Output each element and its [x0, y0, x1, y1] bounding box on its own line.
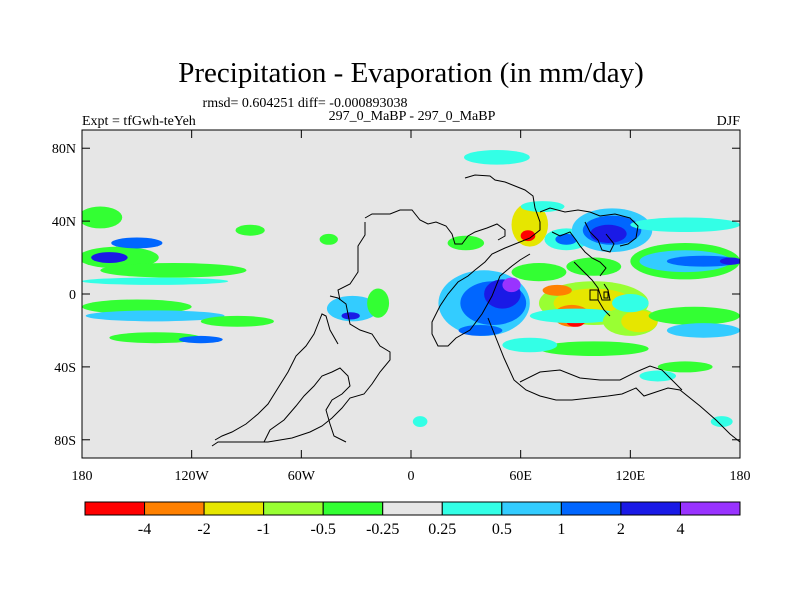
x-tick-label-1: 120W: [175, 469, 210, 484]
colorbar-label-4: -0.25: [366, 521, 399, 538]
x-tick-label-5: 120E: [616, 469, 646, 484]
field-blob-53: [710, 416, 733, 428]
field-blob-46: [612, 294, 649, 313]
field-blob-6: [82, 299, 192, 315]
coastline-inner: [263, 367, 351, 443]
x-tick-label-0: 180: [72, 469, 93, 484]
field-blob-50: [502, 337, 558, 353]
field-blob-23: [511, 202, 549, 247]
stats-label: rmsd= 0.604251 diff= -0.000893038: [203, 96, 408, 111]
coastline-island-c: [603, 291, 609, 299]
colorbar-label-8: 2: [617, 521, 625, 538]
colorbar-label-2: -1: [257, 521, 270, 538]
coastline-madagascar: [519, 365, 683, 391]
field-blob-3: [111, 237, 163, 249]
y-tick-label-3: 40S: [54, 361, 76, 376]
colorbar-label-7: 1: [557, 521, 565, 538]
field-blob-27: [555, 233, 578, 245]
coastline-south-america: [211, 295, 391, 447]
coastline-east-africa: [487, 317, 740, 443]
field-blob-22: [464, 150, 530, 165]
field-blob-15: [319, 233, 338, 245]
y-tick-label-0: 80N: [52, 142, 76, 157]
colorbar-swatch-1: [144, 501, 205, 516]
colorbar-label-5: 0.25: [428, 521, 456, 538]
y-tick-label-4: 80S: [54, 434, 76, 449]
coastline-americas-east: [364, 209, 506, 245]
field-blob-30: [590, 224, 627, 243]
x-tick-label-2: 60W: [288, 469, 316, 484]
field-blob-14: [235, 224, 265, 236]
field-blob-37: [630, 217, 740, 233]
x-axis: 180 120W 60W 0 60E 120E 180: [72, 130, 751, 484]
colorbar-swatch-5: [382, 501, 443, 516]
field-blob-21: [447, 235, 485, 251]
colorbar-swatch-10: [679, 501, 741, 516]
colorbar: -4 -2 -1 -0.5 -0.25 0.25 0.5 1 2 4: [84, 501, 741, 538]
field-blob-35: [666, 255, 740, 267]
field-blob-0: [82, 206, 123, 229]
field-blob-40: [542, 284, 572, 296]
colorbar-swatch-2: [203, 501, 265, 516]
field-blob-13: [367, 288, 390, 318]
field-blob-19: [502, 277, 521, 293]
comparison-label: 297_0_MaBP - 297_0_MaBP: [329, 109, 496, 124]
field-blob-32: [566, 257, 622, 276]
field-blob-52: [657, 361, 713, 373]
field-blob-10: [200, 315, 274, 327]
field-blob-8: [109, 332, 201, 344]
coastline-africa: [214, 313, 339, 441]
field-blob-7: [85, 310, 225, 322]
season-label: DJF: [717, 114, 741, 129]
colorbar-swatch-0: [84, 501, 146, 516]
colorbar-swatch-3: [263, 501, 324, 516]
field-blob-24: [520, 230, 536, 242]
field-blob-48: [666, 323, 740, 338]
field-blob-47: [648, 306, 740, 325]
field-blob-36: [719, 257, 740, 265]
field-blob-4: [100, 263, 247, 278]
colorbar-swatch-4: [322, 501, 384, 516]
coastline-americas: [431, 174, 541, 347]
x-tick-label-4: 60E: [509, 469, 532, 484]
y-axis: 80N 40N 0 40S 80S: [52, 142, 740, 449]
field-blob-2: [91, 252, 128, 264]
field-blob-20: [458, 324, 503, 336]
coastline-asia: [539, 207, 639, 247]
coastline-europe: [337, 222, 366, 301]
chart-title: Precipitation - Evaporation (in mm/day): [178, 57, 644, 89]
colorbar-label-1: -2: [197, 521, 210, 538]
colorbar-label-0: -4: [138, 521, 151, 538]
colorbar-swatch-9: [620, 501, 681, 516]
y-tick-label-1: 40N: [52, 215, 76, 230]
field-blob-51: [639, 370, 677, 382]
experiment-label: Expt = tfGwh-teYeh: [82, 114, 196, 129]
coastline-island-a: [584, 221, 615, 253]
coastline-australia: [597, 299, 611, 317]
coastlines: [211, 174, 740, 447]
x-tick-label-6: 180: [730, 469, 751, 484]
field-blob-43: [529, 308, 622, 324]
coastline-island-b: [589, 289, 599, 301]
colorbar-swatch-7: [501, 501, 562, 516]
colorbar-label-3: -0.5: [311, 521, 336, 538]
field-blob-54: [412, 416, 428, 428]
field-contours: [82, 150, 740, 428]
colorbar-swatch-8: [560, 501, 622, 516]
y-tick-label-2: 0: [69, 288, 76, 303]
field-blob-11: [326, 295, 379, 322]
field-blob-45: [621, 310, 658, 333]
field-blob-5: [82, 277, 229, 285]
field-blob-12: [341, 312, 360, 320]
field-blob-49: [538, 341, 649, 356]
x-tick-label-3: 0: [408, 469, 415, 484]
colorbar-swatch-6: [441, 501, 503, 516]
field-blob-31: [511, 263, 567, 282]
colorbar-label-9: 4: [676, 521, 684, 538]
colorbar-label-6: 0.5: [492, 521, 512, 538]
coastline-india: [551, 231, 607, 277]
field-blob-9: [178, 335, 223, 344]
